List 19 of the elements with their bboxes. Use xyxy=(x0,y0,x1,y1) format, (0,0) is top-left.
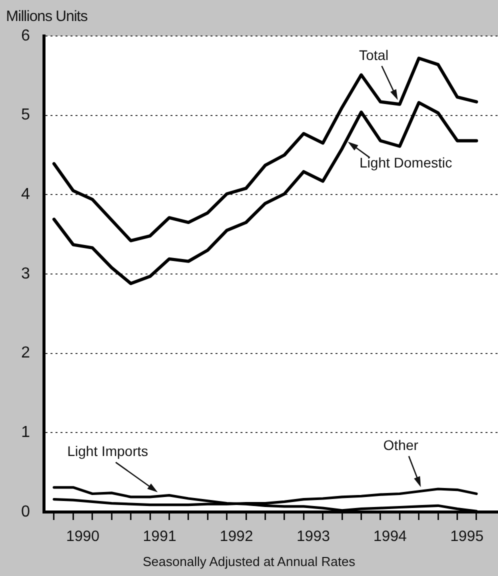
text: Other xyxy=(383,436,419,453)
y-tick-label: 6 xyxy=(21,27,30,44)
x-tick-label: 1990 xyxy=(66,528,100,546)
x-tick-label: 1991 xyxy=(142,528,176,546)
text: Light Imports xyxy=(67,443,148,460)
y-tick-label: 3 xyxy=(21,265,30,282)
y-tick-label: 1 xyxy=(21,424,30,442)
y-axis-title: Millions Units xyxy=(6,8,88,25)
y-tick-label: 0 xyxy=(21,503,30,520)
series-label: Total xyxy=(358,46,389,63)
x-tick-label: 1993 xyxy=(296,528,330,546)
y-tick-label: 5 xyxy=(21,106,30,124)
x-axis-title: Seasonally Adjusted at Annual Rates xyxy=(142,554,356,569)
y-tick-label: 4 xyxy=(21,186,30,204)
series-label: Light Domestic xyxy=(360,154,452,171)
x-tick-label: 1994 xyxy=(373,528,407,546)
y-tick-label: 2 xyxy=(21,344,30,362)
x-tick-label: 1995 xyxy=(450,528,484,546)
x-tick-label: 1992 xyxy=(220,528,254,546)
